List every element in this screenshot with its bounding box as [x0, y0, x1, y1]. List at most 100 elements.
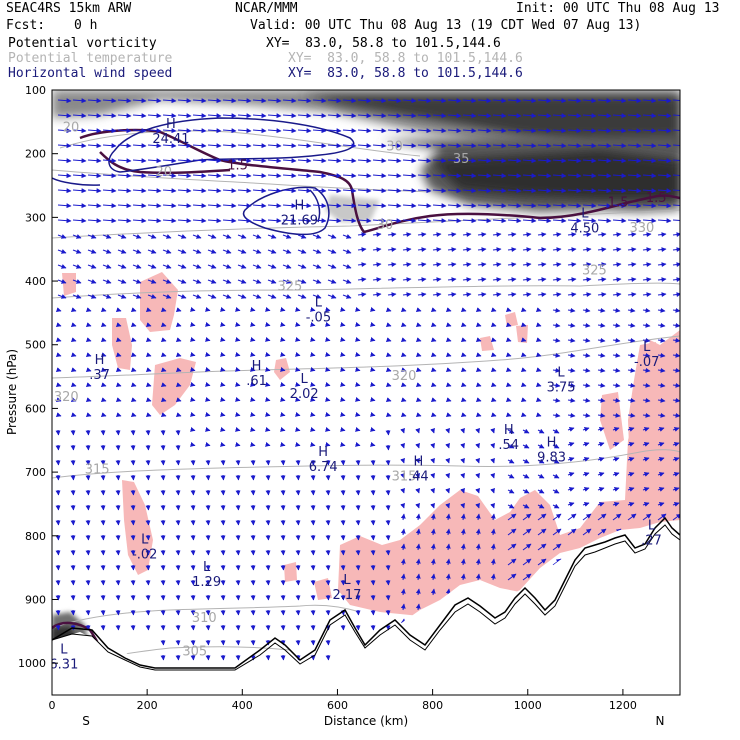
wind-vector: [237, 113, 252, 119]
wind-vector: [400, 397, 407, 402]
wind-vector: [477, 173, 492, 179]
wind-vector: [205, 321, 211, 327]
wind-vector: [340, 411, 346, 417]
wind-vector: [72, 113, 87, 119]
wind-vector: [222, 128, 237, 134]
wind-vector: [342, 98, 357, 104]
wind-vector: [552, 428, 560, 434]
wind-vector: [310, 474, 316, 481]
y-tick-label: 400: [25, 275, 46, 288]
wind-vector: [220, 396, 226, 402]
wind-vector: [552, 218, 567, 224]
wind-vector: [192, 188, 207, 194]
wind-vector: [612, 218, 627, 224]
wind-vector: [552, 173, 567, 179]
extremum-value: 6.74: [309, 460, 338, 475]
wind-vector: [87, 113, 102, 119]
wind-vector: [160, 609, 166, 616]
wind-vector: [282, 249, 292, 254]
wind-vector: [507, 143, 522, 149]
wind-vector: [235, 306, 241, 312]
wind-vector: [612, 158, 627, 164]
wind-vector: [342, 218, 357, 224]
contour-value-label: 305: [182, 645, 207, 660]
wind-vector: [522, 262, 532, 268]
wind-vector: [415, 412, 422, 417]
wind-vector: [582, 292, 592, 298]
wind-vector: [415, 603, 421, 611]
wind-vector: [312, 113, 327, 119]
wind-vector: [475, 442, 480, 449]
wind-vector: [190, 381, 196, 387]
wind-vector: [520, 367, 527, 372]
wind-vector: [657, 113, 672, 119]
wind-vector: [505, 322, 512, 327]
wind-vector: [222, 158, 237, 164]
wind-vector: [460, 573, 466, 581]
wind-vector: [417, 277, 427, 283]
wind-vector: [265, 396, 271, 402]
wind-vector: [490, 367, 497, 372]
wind-vector: [507, 428, 515, 434]
wind-vector: [57, 294, 67, 299]
wind-vector: [522, 203, 537, 209]
wind-vector: [250, 579, 256, 586]
wind-vector: [265, 579, 271, 586]
wind-vector: [250, 639, 256, 646]
wind-vector: [597, 367, 606, 373]
wind-vector: [460, 382, 467, 387]
wind-vector: [147, 203, 162, 209]
wind-vector: [430, 528, 436, 536]
wind-vector: [537, 543, 547, 551]
wind-vector: [490, 472, 495, 479]
wind-vector: [522, 173, 537, 179]
wind-vector: [372, 247, 382, 253]
wind-vector: [205, 336, 211, 342]
wind-vector: [190, 474, 196, 481]
wind-vector: [177, 128, 192, 134]
wind-vector: [445, 367, 452, 372]
wind-vector: [145, 474, 151, 481]
wind-vector: [70, 307, 77, 312]
wind-vector: [657, 292, 667, 298]
wind-vector: [295, 489, 301, 496]
wind-vector: [672, 442, 680, 447]
wind-vector: [432, 292, 442, 298]
wind-vector: [87, 128, 102, 134]
wind-vector: [460, 472, 465, 479]
wind-vector: [552, 458, 560, 464]
wind-vector: [657, 322, 666, 328]
wind-vector: [192, 218, 207, 224]
wind-vector: [102, 264, 112, 269]
wind-vector: [430, 442, 435, 449]
wind-vector: [492, 158, 507, 164]
wind-vector: [87, 158, 102, 164]
extremum-value: 1.29: [192, 575, 221, 590]
wind-vector: [475, 307, 482, 312]
wind-vector: [447, 98, 462, 104]
extremum-value: 4.50: [570, 221, 599, 236]
wind-vector: [475, 487, 480, 494]
wind-vector: [265, 654, 271, 661]
wind-vector: [102, 203, 117, 209]
wind-vector: [657, 352, 666, 358]
extremum-value: .61: [246, 374, 267, 389]
wind-vector: [507, 488, 515, 494]
wind-vector: [355, 489, 361, 496]
wind-vector: [507, 573, 517, 581]
wind-vector: [145, 624, 151, 631]
wind-vector: [280, 474, 286, 481]
wind-vector: [55, 367, 62, 372]
wind-vector: [282, 173, 297, 179]
wind-vector: [477, 113, 492, 119]
wind-vector: [492, 218, 507, 224]
wind-vector: [325, 306, 331, 312]
wind-vector: [55, 519, 61, 526]
wind-vector: [612, 173, 627, 179]
wind-vector: [267, 234, 277, 239]
wind-vector: [327, 98, 342, 104]
wind-vector: [657, 307, 666, 313]
wind-vector: [207, 143, 222, 149]
wind-vector: [537, 443, 545, 449]
wind-vector: [87, 188, 102, 194]
